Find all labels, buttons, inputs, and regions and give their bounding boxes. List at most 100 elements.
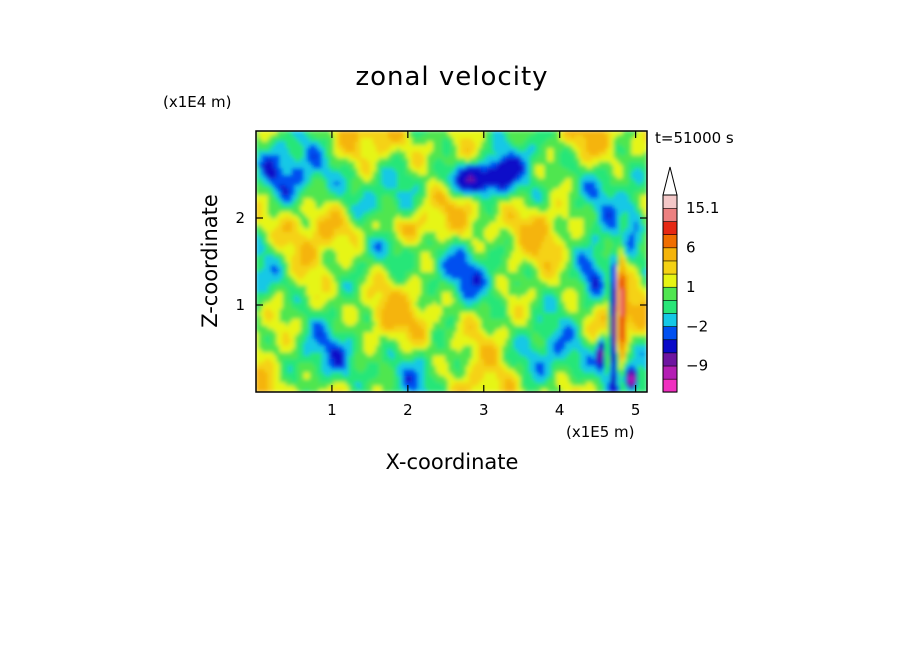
contour-cell <box>505 364 510 370</box>
contour-cell <box>291 334 296 339</box>
contour-cell <box>345 364 350 370</box>
contour-cell <box>279 368 284 373</box>
contour-cell <box>562 364 567 370</box>
contour-cell <box>457 371 462 376</box>
contour-cell <box>622 324 627 329</box>
contour-cell <box>550 358 555 363</box>
contour-cell <box>438 327 443 333</box>
contour-cell <box>309 384 314 390</box>
contour-cell <box>312 348 317 353</box>
contour-cell <box>381 358 386 363</box>
contour-cell <box>378 341 383 346</box>
contour-cell <box>276 354 281 360</box>
contour-cell <box>499 384 504 390</box>
contour-cell <box>342 364 347 370</box>
contour-cell <box>342 344 347 349</box>
contour-cell <box>637 364 642 370</box>
contour-cell <box>351 358 356 363</box>
contour-cell <box>366 311 371 316</box>
contour-cell <box>571 388 576 392</box>
contour-cell <box>589 317 594 323</box>
contour-cell <box>466 371 471 376</box>
contour-cell <box>508 344 513 349</box>
contour-cell <box>261 334 266 339</box>
contour-cell <box>544 324 549 329</box>
contour-cell <box>628 337 633 343</box>
contour-cell <box>267 381 272 386</box>
contour-cell <box>538 384 543 390</box>
contour-cell <box>405 374 410 380</box>
contour-cell <box>306 344 311 349</box>
contour-cell <box>505 384 510 390</box>
contour-cell <box>423 348 428 353</box>
contour-cell <box>598 337 603 343</box>
contour-cell <box>357 371 362 376</box>
contour-cell <box>532 341 537 346</box>
contour-cell <box>634 364 639 370</box>
contour-cell <box>384 331 389 336</box>
contour-cell <box>598 371 603 376</box>
contour-cell <box>387 324 392 329</box>
contour-cell <box>583 381 588 386</box>
contour-cell <box>309 388 314 392</box>
contour-cell <box>381 364 386 370</box>
contour-cell <box>369 344 374 349</box>
contour-cell <box>426 348 431 353</box>
contour-cell <box>348 344 353 349</box>
contour-cell <box>490 327 495 333</box>
contour-cell <box>256 351 260 356</box>
contour-cell <box>411 337 416 343</box>
contour-cell <box>493 378 498 383</box>
contour-cell <box>628 344 633 349</box>
contour-cell <box>487 317 492 323</box>
contour-cell <box>261 388 266 392</box>
contour-cell <box>357 381 362 386</box>
contour-cell <box>616 341 621 346</box>
contour-cell <box>634 321 639 326</box>
contour-cell <box>414 351 419 356</box>
contour-cell <box>285 381 290 386</box>
contour-cell <box>589 331 594 336</box>
contour-cell <box>363 311 368 316</box>
contour-cell <box>625 381 630 386</box>
contour-cell <box>490 348 495 353</box>
contour-cell <box>282 311 287 316</box>
contour-cell <box>478 368 483 373</box>
contour-cell <box>432 334 437 339</box>
contour-cell <box>405 361 410 366</box>
contour-cell <box>333 364 338 370</box>
contour-cell <box>264 358 269 363</box>
contour-cell <box>432 358 437 363</box>
contour-cell <box>441 388 446 392</box>
contour-cell <box>484 317 489 323</box>
contour-cell <box>375 351 380 356</box>
contour-cell <box>640 341 645 346</box>
contour-cell <box>505 358 510 363</box>
contour-cell <box>351 354 356 360</box>
contour-cell <box>622 334 627 339</box>
contour-cell <box>441 374 446 380</box>
contour-cell <box>568 324 573 329</box>
contour-cell <box>429 354 434 360</box>
contour-cell <box>511 331 516 336</box>
contour-cell <box>348 388 353 392</box>
contour-cell <box>321 321 326 326</box>
contour-cell <box>505 311 510 316</box>
contour-cell <box>571 348 576 353</box>
contour-cell <box>478 364 483 370</box>
contour-cell <box>321 351 326 356</box>
contour-cell <box>622 337 627 343</box>
contour-cell <box>354 388 359 392</box>
contour-cell <box>550 354 555 360</box>
contour-cell <box>267 378 272 383</box>
contour-cell <box>508 348 513 353</box>
contour-cell <box>499 381 504 386</box>
contour-cell <box>643 344 647 349</box>
contour-cell <box>270 354 275 360</box>
contour-cell <box>631 378 636 383</box>
contour-cell <box>288 368 293 373</box>
contour-cell <box>276 374 281 380</box>
contour-cell <box>529 348 534 353</box>
contour-cell <box>529 317 534 323</box>
contour-cell <box>586 321 591 326</box>
